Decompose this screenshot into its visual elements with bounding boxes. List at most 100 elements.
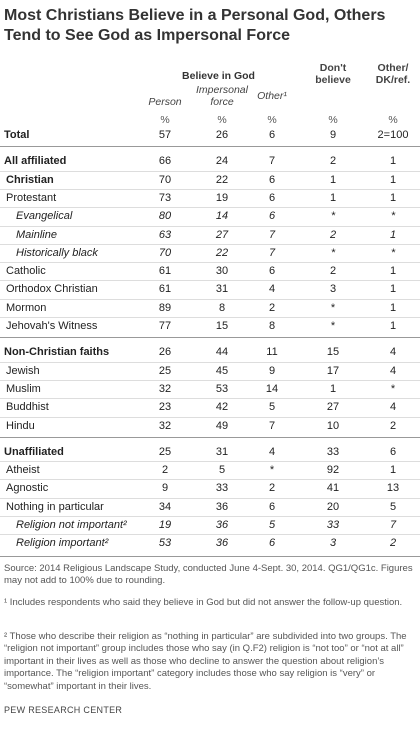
cell: 6: [268, 265, 276, 278]
unit-label: %: [160, 114, 170, 126]
cell: 9: [268, 364, 276, 377]
row-rule: [0, 361, 420, 363]
cell: 6: [268, 129, 276, 141]
row-rule: [0, 262, 420, 264]
section-rule: [0, 436, 420, 438]
row-rule: [0, 298, 420, 300]
row-rule: [0, 188, 420, 190]
cell: 2=100: [377, 129, 409, 141]
cell: 70: [158, 173, 172, 186]
cell: 1: [389, 320, 397, 332]
cell: 36: [215, 537, 229, 550]
title: Most Christians Believe in a Personal Go…: [4, 7, 386, 44]
cell: 5: [268, 519, 276, 531]
cell: 77: [158, 320, 172, 332]
cell: *: [330, 246, 336, 259]
section-rule: [0, 146, 420, 148]
cell: 9: [161, 482, 169, 495]
cell: 19: [158, 519, 172, 531]
cell: 2: [268, 482, 276, 495]
cell: 22: [215, 173, 229, 186]
cell: 42: [215, 401, 229, 414]
cell: 2: [389, 537, 397, 550]
row-rule: [0, 280, 420, 282]
cell: *: [330, 320, 336, 332]
row-label: Atheist: [6, 464, 40, 477]
row-rule: [0, 207, 420, 209]
cell: 22: [215, 246, 229, 259]
cell: 2: [329, 265, 337, 278]
cell: 30: [215, 265, 229, 278]
row-label: Religion not important²: [16, 519, 127, 531]
cell: 61: [158, 283, 172, 296]
cell: 1: [389, 464, 397, 477]
cell: 1: [329, 382, 337, 395]
cell: 61: [158, 265, 172, 278]
cell: 1: [389, 173, 397, 186]
cell: 15: [326, 346, 340, 359]
cell: 4: [389, 364, 397, 377]
row-label: All affiliated: [4, 155, 67, 168]
cell: 73: [158, 191, 172, 204]
cell: 2: [161, 464, 169, 477]
cell: 41: [326, 482, 340, 495]
footnote: ¹ Includes respondents who said they bel…: [4, 596, 403, 608]
unit-label: %: [267, 114, 277, 126]
cell: 57: [158, 129, 172, 141]
cell: 7: [389, 519, 397, 531]
row-rule: [0, 497, 420, 499]
cell: 36: [215, 500, 229, 513]
column-header: Other¹: [257, 90, 287, 102]
row-rule: [0, 516, 420, 517]
row-rule: [0, 379, 420, 381]
row-label: Evangelical: [16, 210, 73, 223]
cell: 63: [158, 228, 172, 241]
cell: 92: [326, 464, 340, 477]
cell: 20: [326, 500, 340, 513]
row-label: Mormon: [6, 301, 47, 314]
cell: 1: [329, 191, 337, 204]
cell: 3: [329, 283, 337, 296]
cell: 6: [268, 173, 276, 186]
column-header: Person: [148, 96, 182, 108]
cell: 7: [268, 419, 276, 432]
cell: *: [390, 210, 396, 223]
cell: 5: [218, 464, 226, 477]
cell: 13: [386, 482, 400, 495]
row-rule: [0, 398, 420, 400]
bottom-rule: [0, 555, 420, 557]
row-label: Mainline: [16, 228, 57, 241]
cell: 23: [158, 401, 172, 414]
cell: 66: [158, 155, 172, 168]
cell: 4: [268, 283, 276, 296]
cell: 53: [158, 537, 172, 550]
cell: 14: [215, 210, 229, 223]
section-rule: [0, 337, 420, 339]
cell: 7: [268, 155, 276, 168]
cell: 27: [326, 401, 340, 414]
cell: 2: [329, 155, 337, 168]
column-header: Don't believe: [315, 62, 351, 86]
cell: 1: [389, 191, 397, 204]
cell: 31: [215, 283, 229, 296]
cell: 7: [268, 228, 276, 241]
row-label: Orthodox Christian: [6, 283, 98, 296]
row-label: Unaffiliated: [4, 445, 64, 458]
row-rule: [0, 170, 420, 172]
row-rule: [0, 243, 420, 245]
cell: 6: [268, 210, 276, 223]
cell: 33: [326, 519, 340, 531]
row-rule: [0, 416, 420, 418]
cell: 26: [158, 346, 172, 359]
source-note: Source: 2014 Religious Landscape Study, …: [4, 562, 413, 587]
cell: 1: [389, 228, 397, 241]
cell: 11: [266, 346, 278, 359]
cell: 89: [158, 301, 172, 314]
column-header: Other/ DK/ref.: [375, 62, 411, 86]
cell: 1: [389, 265, 397, 278]
cell: 9: [329, 129, 337, 141]
cell: 1: [389, 301, 397, 314]
unit-label: %: [328, 114, 338, 126]
cell: 80: [158, 210, 172, 223]
